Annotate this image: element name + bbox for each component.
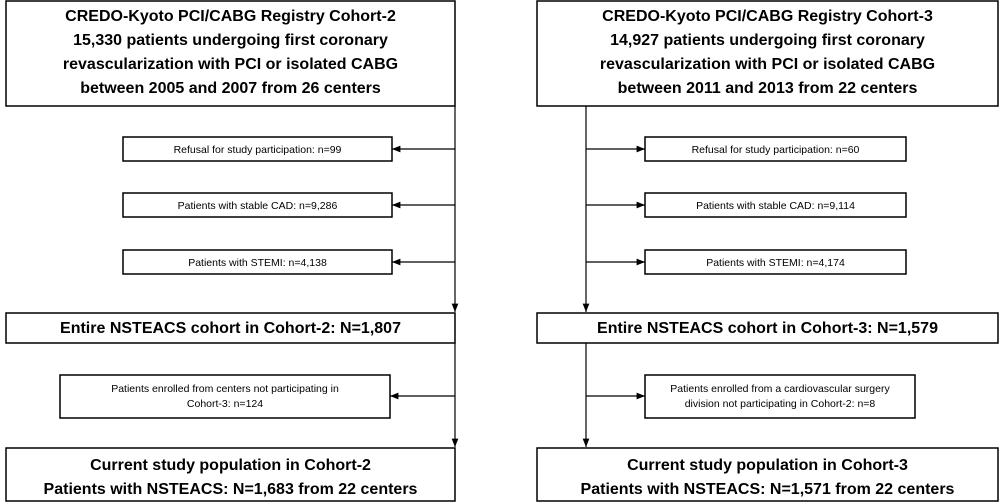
source-text: between 2011 and 2013 from 22 centers	[618, 80, 918, 97]
exclusion-text: Patients with STEMI: n=4,138	[188, 257, 327, 269]
source-text: CREDO-Kyoto PCI/CABG Registry Cohort-3	[602, 8, 933, 25]
exclusion-text: Patients with stable CAD: n=9,114	[696, 200, 855, 212]
exclusion-text: Cohort-3: n=124	[187, 398, 263, 410]
exclusion-text: Patients enrolled from centers not parti…	[111, 383, 339, 395]
cohort-text: Entire NSTEACS cohort in Cohort-2: N=1,8…	[60, 320, 401, 337]
final-text: Patients with NSTEACS: N=1,571 from 22 c…	[581, 481, 955, 498]
cohort-box	[5, 312, 456, 344]
final-box	[5, 447, 456, 502]
source-text: revascularization with PCI or isolated C…	[63, 56, 398, 73]
exclusion-box	[59, 374, 391, 419]
exclusion-text: Refusal for study participation: n=60	[692, 144, 860, 156]
exclusion-text: Patients with STEMI: n=4,174	[706, 257, 845, 269]
exclusion-box	[644, 192, 907, 218]
exclusion-box	[122, 192, 393, 218]
final-text: Current study population in Cohort-3	[627, 457, 908, 474]
final-text: Current study population in Cohort-2	[90, 457, 371, 474]
source-box	[5, 0, 456, 107]
source-text: between 2005 and 2007 from 26 centers	[80, 80, 381, 97]
exclusion-text: Patients enrolled from a cardiovascular …	[670, 383, 890, 395]
source-text: CREDO-Kyoto PCI/CABG Registry Cohort-2	[65, 8, 396, 25]
exclusion-text: division not participating in Cohort-2: …	[685, 398, 876, 410]
source-text: 14,927 patients undergoing first coronar…	[610, 32, 925, 49]
source-box	[536, 0, 999, 107]
cohort-text: Entire NSTEACS cohort in Cohort-3: N=1,5…	[597, 320, 938, 337]
exclusion-text: Patients with stable CAD: n=9,286	[178, 200, 338, 212]
exclusion-box	[644, 136, 907, 162]
exclusion-box	[122, 136, 393, 162]
exclusion-text: Refusal for study participation: n=99	[174, 144, 342, 156]
final-box	[536, 447, 999, 502]
final-text: Patients with NSTEACS: N=1,683 from 22 c…	[44, 481, 418, 498]
exclusion-box	[644, 374, 916, 419]
source-text: revascularization with PCI or isolated C…	[600, 56, 935, 73]
exclusion-box	[122, 249, 393, 275]
cohort-box	[536, 312, 999, 344]
source-text: 15,330 patients undergoing first coronar…	[73, 32, 388, 49]
exclusion-box	[644, 249, 907, 275]
